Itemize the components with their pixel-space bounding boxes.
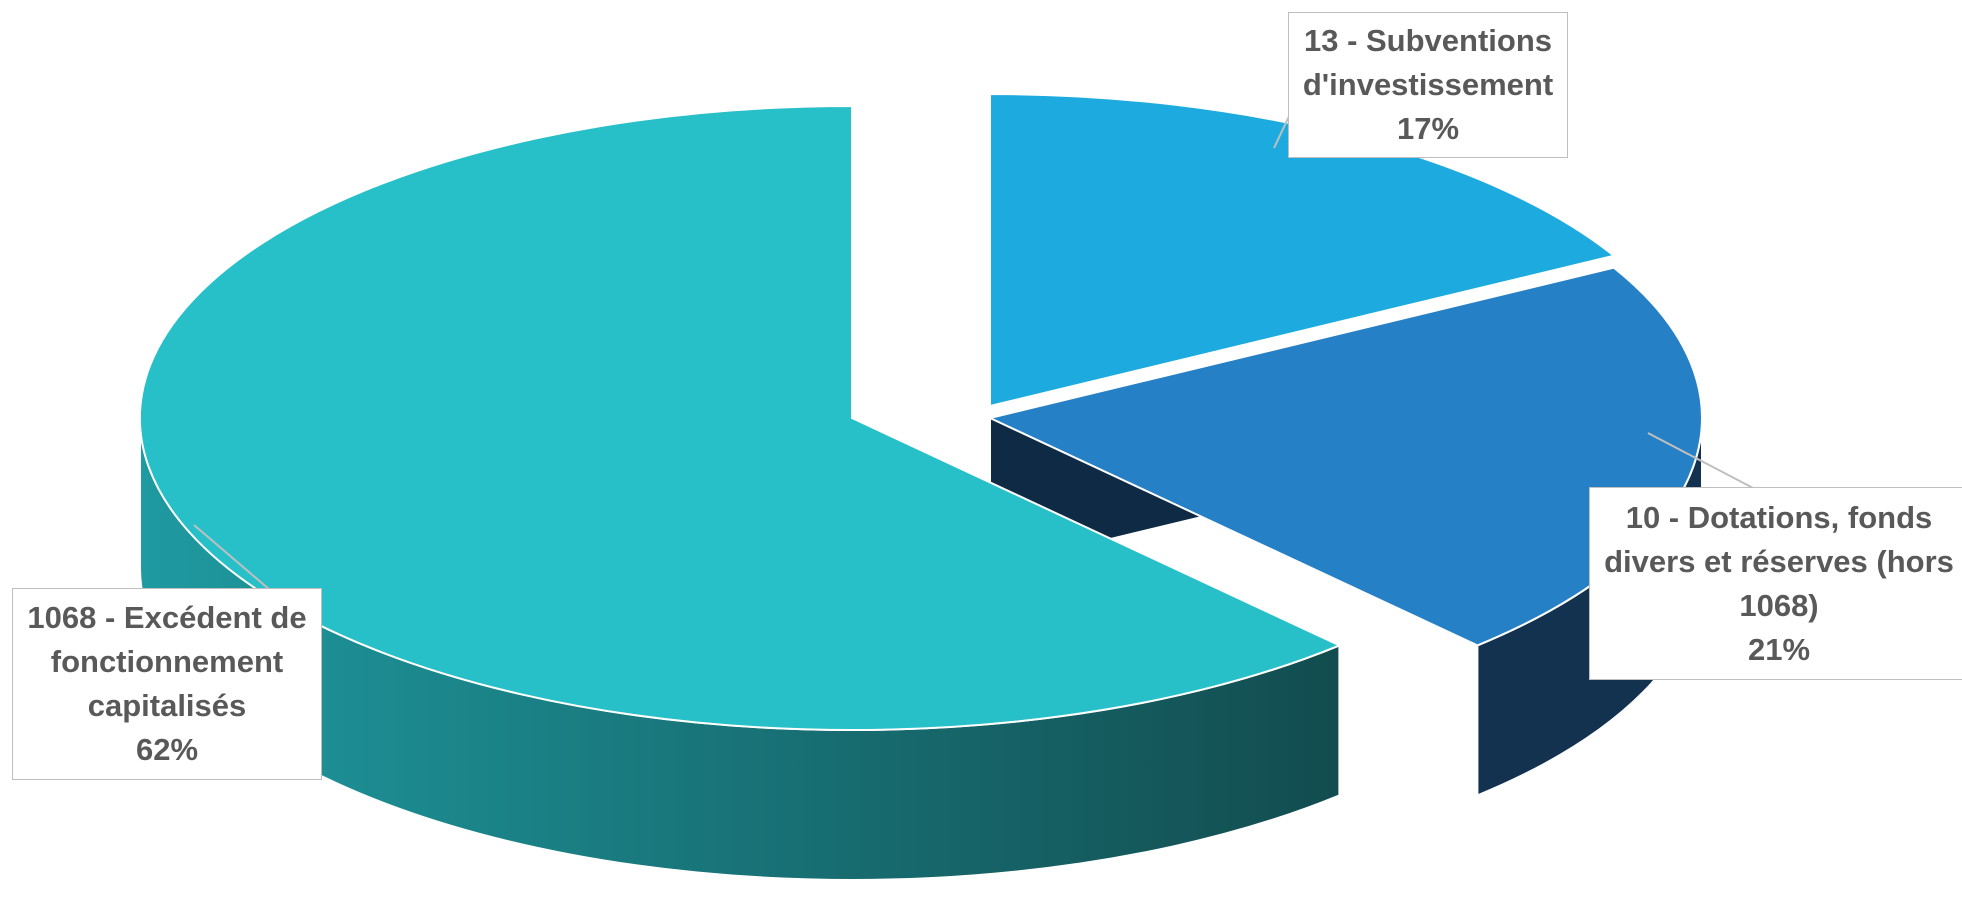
data-label-category-line: 10 - Dotations, fonds bbox=[1625, 499, 1933, 535]
data-label-category-line: 1068) bbox=[1739, 587, 1819, 623]
data-label-category-line: capitalisés bbox=[87, 688, 247, 723]
data-label-excedent-fonctionnement: 1068 - Excédent de fonctionnement capita… bbox=[12, 588, 322, 780]
data-label-category-line: 1068 - Excédent de bbox=[27, 600, 307, 635]
data-label-percent: 17% bbox=[1396, 111, 1460, 146]
callout-leader-dotations bbox=[1647, 432, 1756, 490]
data-label-percent: 21% bbox=[1747, 631, 1811, 667]
data-label-category-line: d'investissement bbox=[1302, 67, 1554, 102]
callout-leader-excedent bbox=[193, 524, 271, 591]
pie-slices bbox=[138, 93, 1703, 881]
data-label-category-line: 13 - Subventions bbox=[1303, 23, 1553, 58]
data-label-category-line: fonctionnement bbox=[50, 644, 284, 679]
data-label-category-line: divers et réserves (hors bbox=[1604, 543, 1954, 579]
pie-slice-excedent bbox=[138, 105, 1341, 731]
data-label-subventions-investissement: 13 - Subventions d'investissement 17% bbox=[1288, 12, 1568, 158]
data-label-percent: 62% bbox=[135, 732, 199, 767]
pie-slice-dotations bbox=[989, 266, 1703, 647]
data-label-dotations-fonds-divers: 10 - Dotations, fonds divers et réserves… bbox=[1589, 487, 1962, 680]
